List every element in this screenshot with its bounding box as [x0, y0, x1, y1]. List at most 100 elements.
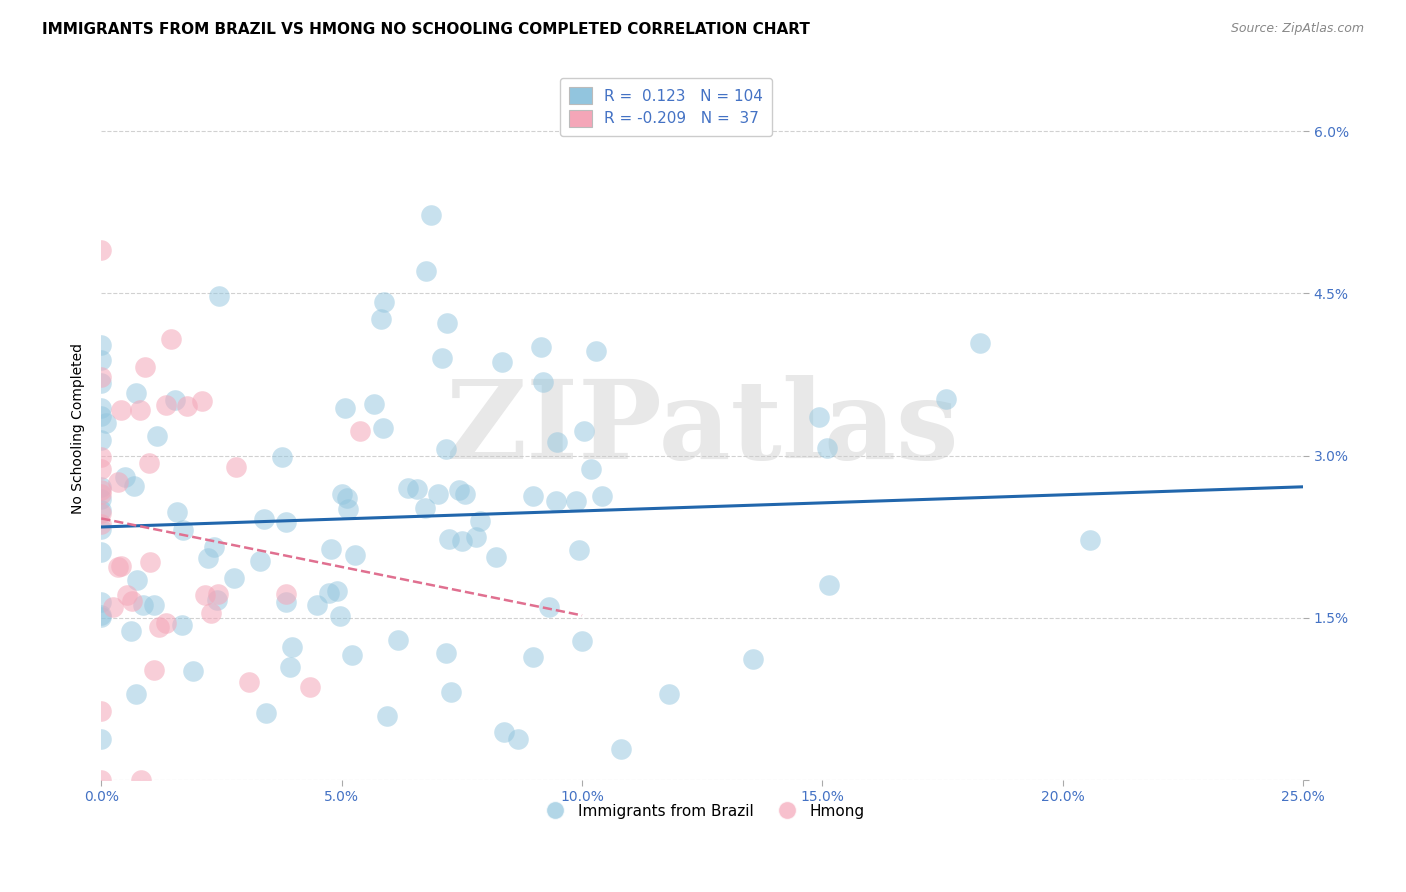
Point — [531, 375, 554, 389]
Point — [253, 512, 276, 526]
Point — [413, 501, 436, 516]
Point — [329, 609, 352, 624]
Point — [610, 741, 633, 756]
Point — [336, 502, 359, 516]
Point — [225, 460, 247, 475]
Point — [436, 316, 458, 330]
Point — [363, 397, 385, 411]
Point — [274, 515, 297, 529]
Point — [572, 424, 595, 438]
Point — [434, 442, 457, 456]
Point — [90, 772, 112, 787]
Point — [326, 584, 349, 599]
Point — [373, 294, 395, 309]
Point — [90, 369, 112, 384]
Point — [190, 393, 212, 408]
Point — [143, 663, 166, 677]
Point — [447, 483, 470, 497]
Point — [90, 376, 112, 390]
Point — [200, 607, 222, 621]
Point — [90, 450, 112, 464]
Point — [222, 571, 245, 585]
Point — [319, 541, 342, 556]
Point — [132, 598, 155, 612]
Point — [934, 392, 956, 407]
Point — [90, 433, 112, 447]
Point — [90, 610, 112, 624]
Point — [170, 617, 193, 632]
Point — [373, 421, 395, 435]
Point — [90, 517, 112, 532]
Point — [494, 725, 516, 739]
Point — [122, 479, 145, 493]
Point — [90, 704, 112, 718]
Point — [546, 435, 568, 450]
Point — [522, 489, 544, 503]
Point — [567, 542, 589, 557]
Point — [90, 522, 112, 536]
Point — [90, 353, 112, 368]
Point — [742, 652, 765, 666]
Point — [107, 475, 129, 489]
Point — [335, 401, 357, 416]
Point — [375, 709, 398, 723]
Point — [387, 632, 409, 647]
Point — [160, 333, 183, 347]
Point — [969, 336, 991, 351]
Point — [330, 486, 353, 500]
Point — [129, 403, 152, 417]
Point — [807, 409, 830, 424]
Point — [658, 687, 681, 701]
Point — [94, 416, 117, 430]
Point — [181, 665, 204, 679]
Text: Source: ZipAtlas.com: Source: ZipAtlas.com — [1230, 22, 1364, 36]
Point — [271, 450, 294, 464]
Point — [176, 399, 198, 413]
Y-axis label: No Schooling Completed: No Schooling Completed — [72, 343, 86, 514]
Point — [117, 589, 139, 603]
Point — [530, 340, 553, 354]
Point — [370, 312, 392, 326]
Point — [491, 355, 513, 369]
Point — [318, 586, 340, 600]
Point — [585, 343, 607, 358]
Point — [430, 351, 453, 365]
Point — [90, 608, 112, 623]
Legend: Immigrants from Brazil, Hmong: Immigrants from Brazil, Hmong — [533, 797, 872, 824]
Point — [129, 772, 152, 787]
Point — [90, 480, 112, 494]
Point — [107, 559, 129, 574]
Point — [155, 398, 177, 412]
Point — [110, 558, 132, 573]
Point — [142, 598, 165, 612]
Point — [336, 491, 359, 505]
Point — [166, 505, 188, 519]
Point — [485, 550, 508, 565]
Point — [90, 545, 112, 559]
Point — [434, 646, 457, 660]
Point — [818, 578, 841, 592]
Point — [194, 588, 217, 602]
Point — [90, 491, 112, 506]
Point — [396, 481, 419, 495]
Point — [281, 640, 304, 654]
Point — [127, 573, 149, 587]
Point — [343, 549, 366, 563]
Point — [274, 595, 297, 609]
Point — [538, 600, 561, 615]
Point — [565, 494, 588, 508]
Point — [254, 706, 277, 720]
Point — [349, 425, 371, 439]
Point — [207, 587, 229, 601]
Point — [90, 338, 112, 352]
Point — [579, 461, 602, 475]
Text: IMMIGRANTS FROM BRAZIL VS HMONG NO SCHOOLING COMPLETED CORRELATION CHART: IMMIGRANTS FROM BRAZIL VS HMONG NO SCHOO… — [42, 22, 810, 37]
Point — [405, 482, 427, 496]
Point — [437, 533, 460, 547]
Point — [90, 483, 112, 498]
Point — [454, 487, 477, 501]
Text: ZIPatlas: ZIPatlas — [446, 375, 959, 482]
Point — [591, 489, 613, 503]
Point — [90, 244, 112, 258]
Point — [146, 429, 169, 443]
